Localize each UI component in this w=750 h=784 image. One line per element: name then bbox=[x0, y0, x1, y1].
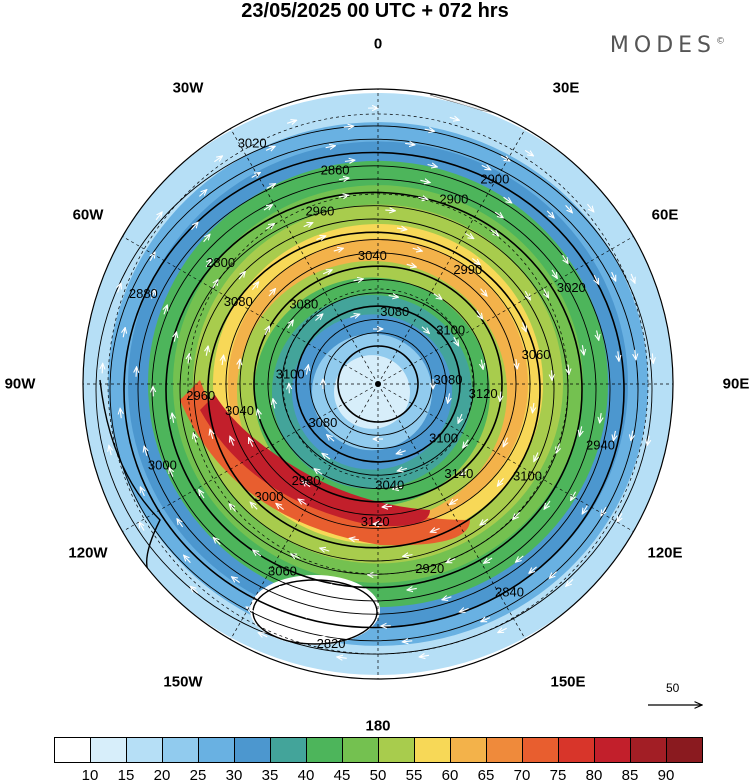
colorbar-swatch bbox=[414, 737, 451, 763]
contour-label: 2860 bbox=[321, 162, 350, 177]
contour-label: 2960 bbox=[305, 204, 334, 219]
colorbar-swatch bbox=[162, 737, 199, 763]
longitude-label: 60W bbox=[73, 207, 104, 224]
colorbar-swatch bbox=[54, 737, 91, 763]
contour-label: 3080 bbox=[308, 415, 337, 430]
wind-vector bbox=[385, 210, 395, 211]
reference-vector-label: 50 bbox=[666, 681, 679, 695]
wind-vector bbox=[360, 608, 370, 609]
colorbar-tick-label: 40 bbox=[298, 767, 315, 784]
contour-label: 3060 bbox=[268, 563, 297, 578]
colorbar-swatch bbox=[90, 737, 127, 763]
longitude-label: 30W bbox=[173, 80, 204, 97]
colorbar-swatch bbox=[486, 737, 523, 763]
longitude-label: 60E bbox=[652, 207, 679, 224]
contour-label: 3040 bbox=[358, 248, 387, 263]
contour-label: 2990 bbox=[453, 262, 482, 277]
contour-label: 3080 bbox=[289, 296, 318, 311]
contour-label: 3120 bbox=[469, 386, 498, 401]
longitude-label: 150E bbox=[550, 674, 585, 691]
colorbar-swatch bbox=[522, 737, 559, 763]
longitude-label: 0 bbox=[374, 36, 382, 53]
contour-label: 3140 bbox=[444, 466, 473, 481]
contour-label: 2840 bbox=[495, 585, 524, 600]
contour-label: 3000 bbox=[148, 458, 177, 473]
colorbar-tick-label: 65 bbox=[478, 767, 495, 784]
isotach-band bbox=[334, 355, 410, 429]
contour-label: 3120 bbox=[361, 514, 390, 529]
colorbar-tick-label: 70 bbox=[514, 767, 531, 784]
colorbar-swatch bbox=[450, 737, 487, 763]
colorbar-swatch bbox=[198, 737, 235, 763]
colorbar-tick-label: 30 bbox=[226, 767, 243, 784]
wind-vector bbox=[568, 365, 569, 375]
colorbar-swatch bbox=[666, 737, 703, 763]
contour-label: 2900 bbox=[480, 172, 509, 187]
colorbar-swatch bbox=[126, 737, 163, 763]
contour-label: 3100 bbox=[513, 469, 542, 484]
colorbar-tick-label: 35 bbox=[262, 767, 279, 784]
colorbar-tick-label: 15 bbox=[118, 767, 135, 784]
colorbar-tick-label: 85 bbox=[622, 767, 639, 784]
contour-label: 3060 bbox=[522, 347, 551, 362]
colorbar-tick-label: 90 bbox=[658, 767, 675, 784]
south-pole-dot bbox=[375, 381, 381, 387]
longitude-label: 120E bbox=[647, 545, 682, 562]
contour-label: 3020 bbox=[557, 280, 586, 295]
longitude-label: 90W bbox=[5, 376, 36, 393]
colorbar-tick-label: 20 bbox=[154, 767, 171, 784]
colorbar-swatch bbox=[342, 737, 379, 763]
colorbar-swatch bbox=[306, 737, 343, 763]
contour-label: 2800 bbox=[206, 255, 235, 270]
polar-map: 3080 3100 3040 2980 3040 3080 2960 2900 3020 2940… bbox=[0, 0, 750, 735]
colorbar-swatch bbox=[558, 737, 595, 763]
longitude-label: 150W bbox=[163, 674, 202, 691]
colorbar-swatch bbox=[234, 737, 271, 763]
longitude-label: 180 bbox=[365, 718, 390, 735]
colorbar-swatch bbox=[630, 737, 667, 763]
contour-label: 3080 bbox=[224, 294, 253, 309]
colorbar-tick-label: 25 bbox=[190, 767, 207, 784]
longitude-label: 120W bbox=[68, 545, 107, 562]
colorbar-tick-label: 10 bbox=[82, 767, 99, 784]
longitude-label: 30E bbox=[553, 80, 580, 97]
contour-label: 3100 bbox=[436, 322, 465, 337]
wind-vector bbox=[382, 506, 392, 507]
contour-label: 3080 bbox=[380, 304, 409, 319]
wind-vector bbox=[102, 363, 103, 373]
contour-label: 3100 bbox=[429, 431, 458, 446]
colorbar-tick-label: 80 bbox=[586, 767, 603, 784]
longitude-label: 90E bbox=[723, 376, 750, 393]
contour-label: 2880 bbox=[129, 286, 158, 301]
colorbar-tick-label: 60 bbox=[442, 767, 459, 784]
contour-label: 3040 bbox=[375, 477, 404, 492]
contour-label: 2820 bbox=[317, 636, 346, 651]
colorbar-tick-label: 45 bbox=[334, 767, 351, 784]
colorbar-tick-label: 75 bbox=[550, 767, 567, 784]
wind-vector bbox=[136, 367, 137, 377]
colorbar-tick-label: 55 bbox=[406, 767, 423, 784]
contour-label: 2980 bbox=[292, 473, 321, 488]
contour-label: 3040 bbox=[225, 403, 254, 418]
colorbar-tick-label: 50 bbox=[370, 767, 387, 784]
contour-label: 2900 bbox=[439, 191, 468, 206]
colorbar-swatch bbox=[270, 737, 307, 763]
contour-label: 3100 bbox=[276, 366, 305, 381]
colorbar-swatch bbox=[594, 737, 631, 763]
colorbar-swatch bbox=[378, 737, 415, 763]
contour-label: 3000 bbox=[255, 489, 284, 504]
contour-label: 2940 bbox=[586, 438, 615, 453]
contour-label: 3080 bbox=[434, 372, 463, 387]
contour-label: 2960 bbox=[186, 388, 215, 403]
